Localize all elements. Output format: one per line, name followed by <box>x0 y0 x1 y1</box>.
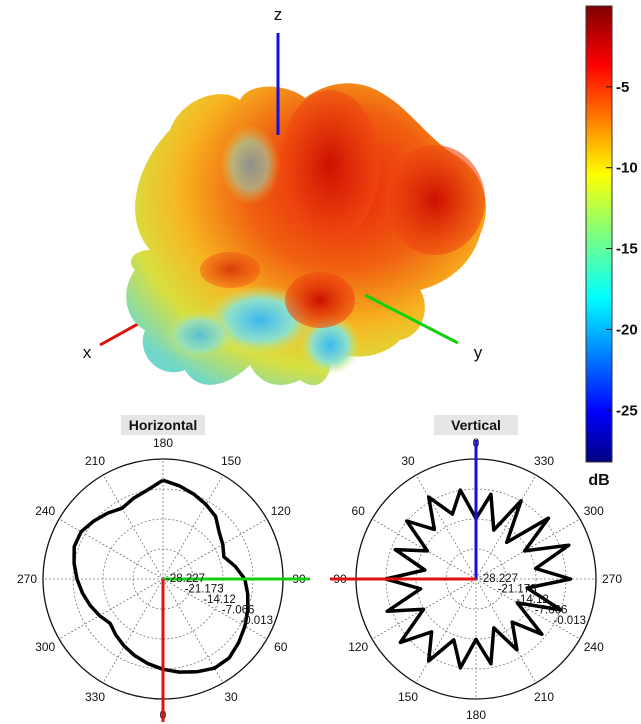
colorbar-tick-label: -15 <box>616 241 638 258</box>
polar-spoke <box>162 578 224 684</box>
polar-angle-label: 330 <box>534 454 554 468</box>
polar-radial-label: -14.12 <box>516 594 549 606</box>
polar-angle-label: 30 <box>224 690 238 704</box>
polar-pattern-curve <box>383 488 573 670</box>
polar-vertical: Vertical0330300270240210180150120906030-… <box>330 415 622 722</box>
polar-spoke <box>162 474 224 580</box>
polar-angle-label: 60 <box>274 640 288 654</box>
polar-title-background <box>434 415 518 435</box>
polar-radial-label: -7.066 <box>222 605 255 617</box>
polar-angle-label: 300 <box>584 504 604 518</box>
colorbar-tick-label: -20 <box>616 321 638 338</box>
polar-angle-label: 120 <box>348 640 368 654</box>
polar-radial-label: -21.173 <box>498 584 537 596</box>
polar-spoke <box>415 578 477 684</box>
polar-angle-label: 210 <box>534 690 554 704</box>
polar-title-background <box>121 415 205 435</box>
polar-spoke <box>475 578 581 640</box>
polar-spoke <box>102 474 164 580</box>
polar-spoke <box>162 518 268 580</box>
polar-radial-label: -28.227 <box>166 573 205 585</box>
polar-spoke <box>58 578 164 640</box>
polar-title: Horizontal <box>129 417 197 433</box>
polar-radial-label: -28.227 <box>479 573 518 585</box>
pattern-3d: z x y <box>83 5 486 386</box>
polar-spoke <box>162 578 268 640</box>
colorbar-ticks: -5 -10 -15 -20 -25 <box>606 79 638 419</box>
polar-spoke <box>475 474 537 580</box>
polar-angle-label: 60 <box>352 504 366 518</box>
polar-spoke <box>475 578 537 684</box>
colorbar-tick-label: -10 <box>616 160 638 177</box>
polar-radial-label: -0.013 <box>553 615 586 627</box>
y-axis-label: y <box>474 343 483 362</box>
polar-angle-label: 150 <box>221 454 241 468</box>
polar-radial-label: -7.066 <box>535 605 568 617</box>
polar-angle-label: 210 <box>85 454 105 468</box>
polar-angle-label: 180 <box>153 436 173 450</box>
colorbar: -5 -10 -15 -20 -25 dB <box>585 5 638 489</box>
polar-radial-label: -21.173 <box>185 584 224 596</box>
y-axis-line <box>364 293 459 345</box>
colorbar-tick-label: -25 <box>616 402 638 419</box>
polar-angle-label: 120 <box>271 504 291 518</box>
polar-spoke <box>102 578 164 684</box>
radiation-surface <box>126 83 486 386</box>
polar-angle-label: 270 <box>602 572 622 586</box>
polar-radial-label: -14.12 <box>203 594 236 606</box>
x-axis-label: x <box>83 343 92 362</box>
colorbar-tick-label: -5 <box>616 79 629 96</box>
colorbar-scale <box>585 5 613 463</box>
polar-angle-label: 300 <box>35 640 55 654</box>
polar-spoke <box>58 518 164 580</box>
polar-angle-label: 180 <box>466 708 486 722</box>
polar-angle-label: 270 <box>17 572 37 586</box>
polar-angle-label: 330 <box>85 690 105 704</box>
colorbar-unit: dB <box>588 472 609 489</box>
polar-angle-label: 240 <box>35 504 55 518</box>
polar-angle-label: 30 <box>401 454 415 468</box>
polar-radial-label: -0.013 <box>240 615 273 627</box>
z-axis-label: z <box>274 5 283 24</box>
polar-spoke <box>415 474 477 580</box>
polar-title: Vertical <box>451 417 501 433</box>
polar-angle-label: 150 <box>398 690 418 704</box>
polar-angle-label: 240 <box>584 640 604 654</box>
polar-horizontal: Horizontal180150120906030033030027024021… <box>17 415 310 722</box>
